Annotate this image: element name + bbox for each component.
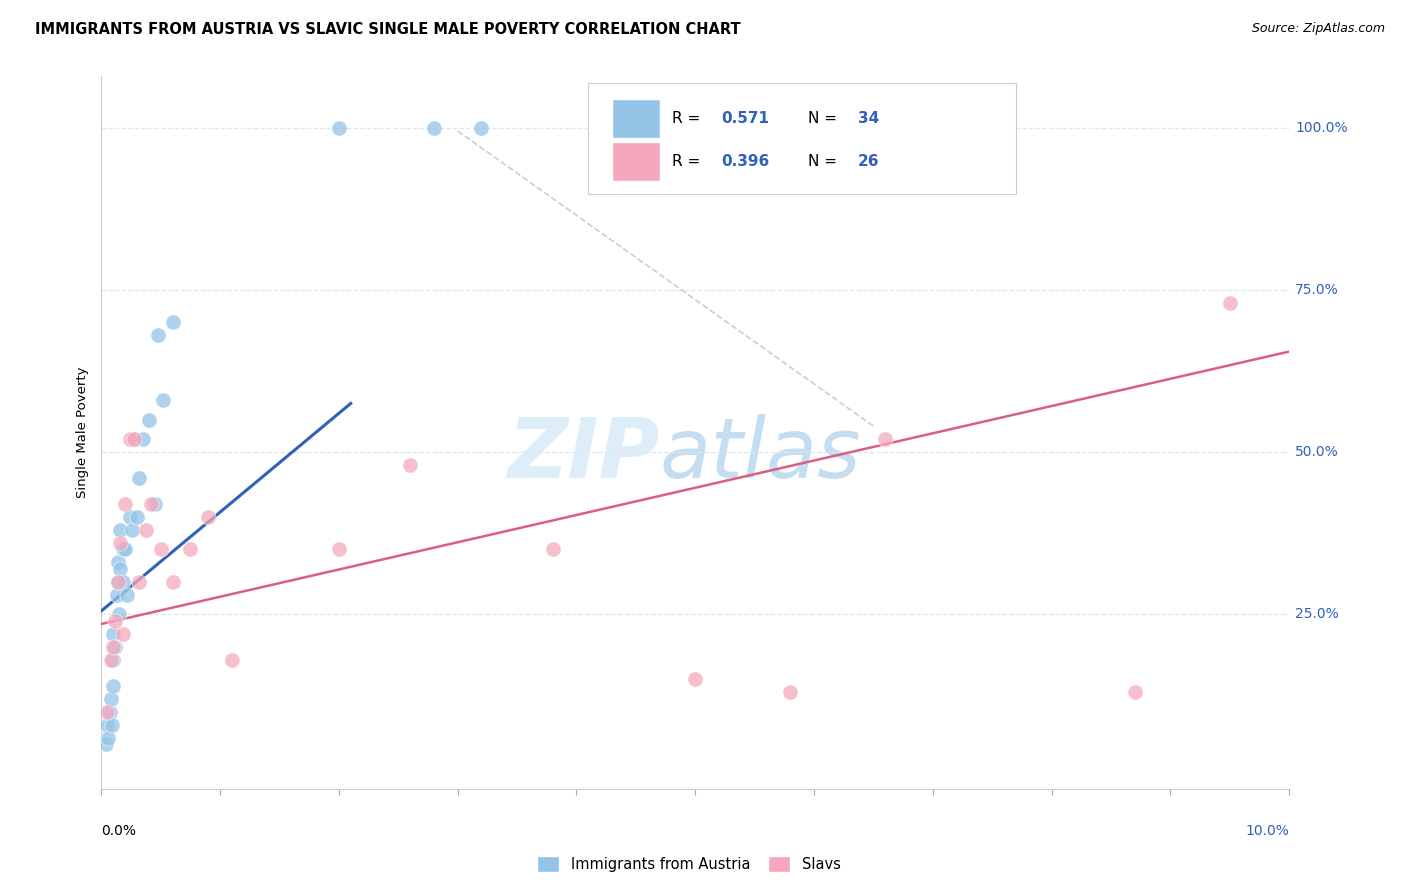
FancyBboxPatch shape [612,99,659,138]
Point [104,614,127,628]
Point [197,510,219,524]
Point [101,653,124,667]
Point [149,542,172,557]
Point [1219,296,1241,310]
Point [1123,685,1146,699]
Text: N =: N = [808,112,842,126]
Point [104,640,127,654]
Point [118,432,141,446]
Text: atlas: atlas [659,414,862,494]
Text: N =: N = [808,154,842,169]
Text: R =: R = [672,112,704,126]
Point [143,497,166,511]
Point [107,555,129,569]
Point [124,432,146,446]
Point [100,653,122,667]
Point [875,432,897,446]
Point [101,640,124,654]
Point [118,510,141,524]
Point [110,562,132,576]
Point [125,510,148,524]
Point [470,120,492,135]
Point [132,432,155,446]
Point [111,574,134,589]
Point [221,653,243,667]
Point [135,523,157,537]
Y-axis label: Single Male Poverty: Single Male Poverty [76,367,90,499]
Text: 0.0%: 0.0% [101,824,136,838]
Point [96,705,118,719]
Point [96,717,118,731]
Point [152,393,174,408]
FancyBboxPatch shape [588,83,1017,194]
Point [121,523,143,537]
Text: IMMIGRANTS FROM AUSTRIA VS SLAVIC SINGLE MALE POVERTY CORRELATION CHART: IMMIGRANTS FROM AUSTRIA VS SLAVIC SINGLE… [35,22,741,37]
Point [179,542,201,557]
Text: 100.0%: 100.0% [1295,120,1348,135]
Point [139,497,162,511]
Point [107,574,129,589]
Point [683,672,706,686]
Point [105,588,128,602]
Point [110,523,132,537]
Point [101,717,124,731]
Point [162,315,184,329]
Point [124,432,146,446]
Text: 50.0%: 50.0% [1295,445,1339,459]
Point [138,412,160,426]
Point [128,471,150,485]
Point [328,542,350,557]
Text: ZIP: ZIP [508,414,659,494]
Point [148,328,170,343]
Point [128,574,150,589]
Point [108,607,131,622]
Point [101,679,124,693]
Point [328,120,350,135]
Text: 26: 26 [858,154,880,169]
Point [94,737,117,751]
Text: 75.0%: 75.0% [1295,283,1339,297]
Point [111,626,134,640]
Point [107,574,129,589]
Point [114,497,136,511]
Text: Source: ZipAtlas.com: Source: ZipAtlas.com [1251,22,1385,36]
Point [423,120,446,135]
Text: R =: R = [672,154,704,169]
Text: 0.396: 0.396 [721,154,769,169]
Point [98,705,121,719]
Text: 10.0%: 10.0% [1246,824,1289,838]
Point [100,691,122,706]
Text: 34: 34 [858,112,879,126]
Point [111,542,134,557]
Text: 25.0%: 25.0% [1295,607,1339,621]
Point [117,588,139,602]
Point [114,542,136,557]
Point [97,731,120,745]
Text: 0.571: 0.571 [721,112,769,126]
Point [399,458,422,472]
Point [779,685,801,699]
Legend: Immigrants from Austria, Slavs: Immigrants from Austria, Slavs [531,850,846,878]
Point [110,536,132,550]
Point [541,542,564,557]
FancyBboxPatch shape [612,142,659,181]
Point [101,626,124,640]
Point [162,574,184,589]
